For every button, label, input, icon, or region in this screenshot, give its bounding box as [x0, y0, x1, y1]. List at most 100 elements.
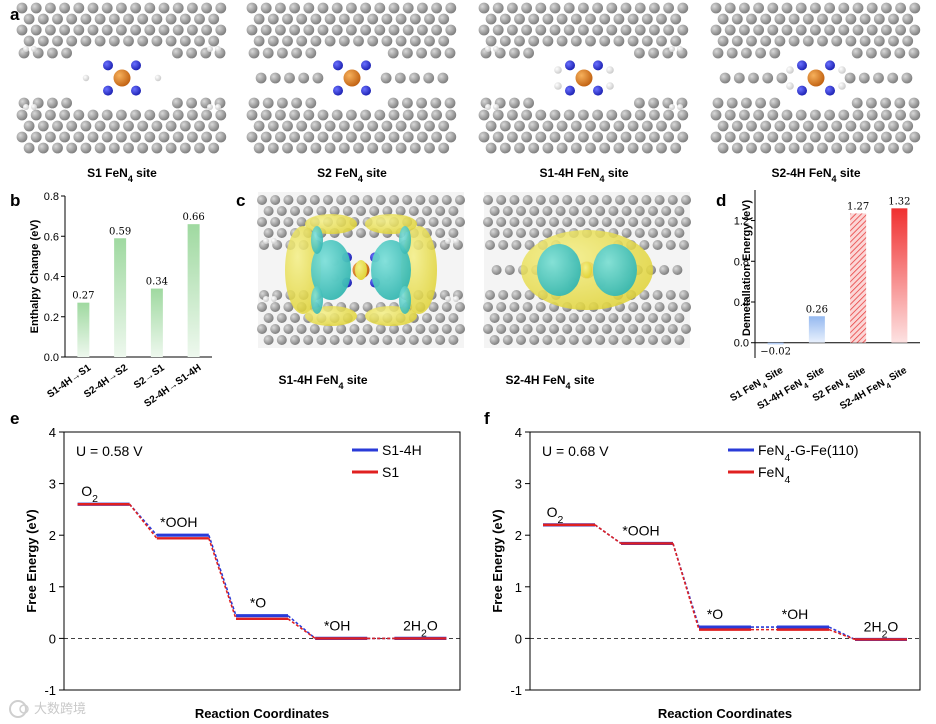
carbon-atom — [428, 217, 439, 227]
carbon-atom — [455, 195, 465, 205]
carbon-atom — [873, 142, 885, 154]
carbon-atom — [724, 131, 736, 143]
panel-c-charge-density: S1-4H FeN4 site S2-4H FeN4 site — [257, 192, 691, 391]
carbon-atom — [151, 142, 163, 154]
carbon-atom — [656, 35, 667, 47]
hydrogen-atom — [786, 66, 794, 74]
site-caption-S1-4H: S1-4H FeN4 site — [539, 166, 628, 184]
carbon-atom — [201, 131, 213, 143]
carbon-atom — [441, 195, 452, 205]
carbon-atom — [902, 35, 914, 47]
carbon-atom — [309, 195, 320, 205]
carbon-atom — [739, 24, 750, 36]
nitrogen-atom — [565, 60, 575, 71]
carbon-atom — [101, 2, 113, 14]
hydrogen-atom — [669, 104, 675, 110]
carbon-atom — [402, 109, 414, 121]
carbon-atom — [165, 13, 177, 25]
carbon-atom — [253, 13, 265, 25]
carbon-atom — [873, 35, 885, 47]
carbon-atom — [483, 217, 493, 227]
carbon-atom — [246, 109, 258, 121]
carbon-atom — [746, 142, 757, 154]
carbon-atom — [496, 195, 507, 205]
nitrogen-atom — [361, 60, 371, 71]
carbon-atom — [568, 206, 579, 216]
carbon-atom — [599, 13, 611, 25]
connector-line — [672, 543, 700, 630]
carbon-atom — [639, 240, 650, 250]
y-tick-label: 0.4 — [734, 297, 749, 309]
carbon-atom — [73, 131, 85, 143]
carbon-atom — [652, 290, 663, 300]
carbon-atom — [535, 24, 547, 36]
watermark: 大数跨境 — [9, 700, 86, 718]
y-tick-label: 0.6 — [44, 231, 59, 243]
carbon-atom — [710, 109, 722, 121]
carbon-atom — [667, 302, 678, 312]
state-label-4: 2H2O — [864, 618, 899, 640]
carbon-atom — [894, 47, 906, 59]
carbon-atom — [774, 142, 786, 154]
carbon-atom — [263, 228, 274, 238]
y-tick-label: 0 — [515, 631, 522, 646]
carbon-atom — [595, 206, 606, 216]
carbon-atom — [851, 97, 863, 109]
bar — [850, 213, 867, 343]
carbon-atom — [492, 109, 504, 121]
carbon-atom — [346, 109, 357, 121]
carbon-atom — [492, 2, 504, 14]
carbon-atom — [187, 109, 198, 121]
carbon-atom — [620, 24, 632, 36]
watermark-logo-inner — [19, 704, 29, 714]
carbon-atom — [606, 2, 618, 14]
carbon-atom — [661, 228, 672, 238]
carbon-atom — [852, 109, 864, 121]
carbon-atom — [201, 109, 213, 121]
carbon-atom — [338, 120, 350, 132]
carbon-atom — [895, 24, 906, 36]
carbon-atom — [137, 35, 149, 47]
carbon-atom — [16, 109, 28, 121]
carbon-atom — [424, 35, 435, 47]
carbon-atom — [613, 142, 625, 154]
hydrogen-atom — [554, 82, 562, 90]
carbon-atom — [165, 35, 177, 47]
carbon-atom — [522, 217, 533, 227]
carbon-atom — [873, 120, 885, 132]
subscript: 4 — [358, 174, 363, 184]
carbon-atom — [455, 324, 465, 334]
carbon-atom — [634, 2, 646, 14]
iron-atom — [807, 69, 825, 87]
carbon-atom — [305, 47, 317, 59]
text-part: O — [81, 483, 92, 499]
carbon-atom — [388, 131, 400, 143]
hydrogen-atom — [453, 238, 459, 244]
carbon-atom — [641, 217, 652, 227]
carbon-atom — [260, 131, 272, 143]
carbon-atom — [739, 109, 750, 121]
carbon-atom — [528, 13, 540, 25]
hydrogen-atom — [263, 296, 269, 302]
carbon-atom — [852, 24, 864, 36]
text-part: S1 FeN — [728, 378, 763, 404]
carbon-atom — [606, 131, 618, 143]
carbon-atom — [817, 35, 828, 47]
subscript: 2 — [92, 493, 98, 505]
carbon-atom — [349, 302, 360, 312]
carbon-atom — [116, 2, 127, 14]
carbon-atom — [66, 13, 78, 25]
carbon-atom — [496, 302, 507, 312]
state-label-0: O2 — [81, 483, 98, 505]
carbon-atom — [663, 24, 674, 36]
carbon-atom — [524, 240, 535, 250]
carbon-atom — [516, 313, 526, 323]
carbon-atom — [767, 24, 779, 36]
carbon-atom — [59, 2, 70, 14]
carbon-atom — [767, 109, 779, 121]
carbon-atom — [681, 195, 691, 205]
carbon-atom — [66, 120, 78, 132]
carbon-atom — [246, 24, 258, 36]
carbon-atom — [395, 142, 407, 154]
